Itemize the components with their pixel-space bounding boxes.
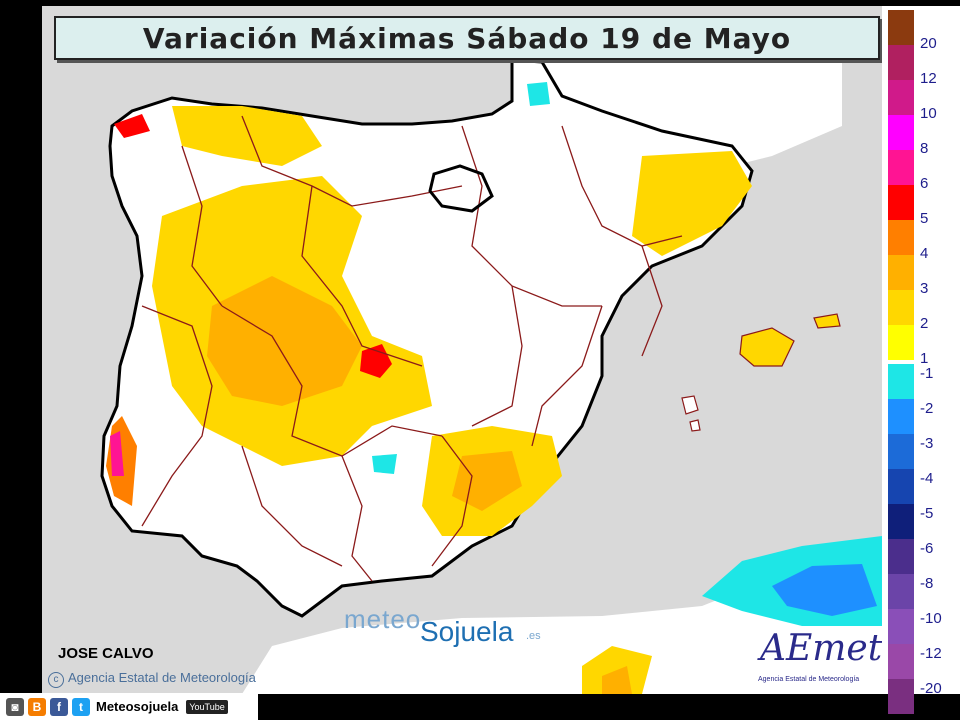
legend-swatch-neg-7 [888, 609, 914, 644]
legend-label-neg-0: -1 [920, 365, 934, 382]
warm-yellow-north [172, 106, 322, 166]
legend-label-neg-7: -10 [920, 610, 942, 627]
formentera [689, 419, 701, 432]
legend-swatch-pos-7 [888, 255, 914, 290]
legend-swatch-neg-3 [888, 469, 914, 504]
legend-label-pos-8: 2 [920, 315, 929, 332]
watermark-suffix: .es [526, 630, 541, 642]
legend-label-pos-1: 12 [920, 70, 937, 87]
legend-swatch-pos-1 [888, 45, 914, 80]
warm-orange-center [207, 276, 362, 406]
legend-swatch-neg-0 [888, 364, 914, 399]
author-credit: JOSE CALVO [58, 645, 154, 662]
legend-label-pos-4: 6 [920, 175, 929, 192]
watermark-meteo: meteo [344, 604, 422, 634]
ibiza [681, 395, 699, 415]
legend-swatch-neg-6 [888, 574, 914, 609]
social-handle[interactable]: Meteosojuela [96, 699, 179, 714]
cold-cyan-north [527, 82, 550, 106]
legend-label-pos-6: 4 [920, 245, 929, 262]
copyright-icon: c [48, 672, 64, 688]
legend-label-pos-0: 20 [920, 35, 937, 52]
legend-swatch-pos-3 [888, 115, 914, 150]
map-title: Variación Máximas Sábado 19 de Mayo [54, 16, 880, 60]
legend-label-pos-2: 10 [920, 105, 937, 122]
sea-cold-core [772, 564, 877, 616]
legend-swatch-pos-9 [888, 325, 914, 360]
iberia-map [100, 58, 882, 694]
map-frame [42, 6, 882, 694]
legend-label-neg-6: -8 [920, 575, 934, 592]
legend-swatch-neg-2 [888, 434, 914, 469]
warm-orange-southeast [452, 451, 522, 511]
legend-swatch-neg-8 [888, 644, 914, 679]
mallorca [739, 327, 795, 367]
legend-swatch-pos-5 [888, 185, 914, 220]
africa-orange [602, 666, 632, 694]
watermark-sojuela: Sojuela [420, 616, 514, 647]
province-borders [141, 115, 683, 582]
legend-label-neg-3: -4 [920, 470, 934, 487]
social-bar: ◙ B f t Meteosojuela YouTube [0, 693, 258, 720]
cold-cyan-center [372, 454, 397, 474]
agency-credit: c Agencia Estatal de Meteorología [48, 670, 256, 688]
aemet-logo: AEmet Agencia Estatal de Meteorología [748, 626, 882, 692]
facebook-icon[interactable]: f [50, 697, 68, 716]
legend-label-neg-2: -3 [920, 435, 934, 452]
legend-swatch-neg-9 [888, 679, 914, 714]
warm-red-galicia [114, 114, 150, 138]
warm-yellow-northeast [632, 151, 752, 256]
legend-swatch-pos-8 [888, 290, 914, 325]
blogger-icon[interactable]: B [28, 697, 46, 716]
meteosojuela-watermark: meteo Sojuela .es [344, 598, 584, 648]
warm-red-spot [360, 344, 392, 378]
africa-land [242, 536, 882, 694]
menorca [813, 313, 841, 329]
aemet-logo-subtitle: Agencia Estatal de Meteorología [758, 676, 860, 683]
france-land [512, 60, 842, 166]
legend-label-neg-9: -20 [920, 680, 942, 697]
legend-label-pos-7: 3 [920, 280, 929, 297]
la-rioja-outline [428, 164, 494, 213]
legend-label-pos-3: 8 [920, 140, 929, 157]
agency-credit-text: Agencia Estatal de Meteorología [68, 670, 256, 685]
youtube-icon[interactable]: YouTube [186, 699, 228, 714]
color-legend: 20 12 10 8 6 5 4 3 2 1 -1 -2 -3 -4 -5 -6 -8 -10 -12 -20 [882, 6, 960, 714]
legend-swatch-neg-5 [888, 539, 914, 574]
instagram-icon[interactable]: ◙ [6, 697, 24, 716]
legend-swatch-pos-0 [888, 10, 914, 45]
legend-label-pos-5: 5 [920, 210, 929, 227]
legend-label-neg-5: -6 [920, 540, 934, 557]
legend-label-neg-1: -2 [920, 400, 934, 417]
aemet-logo-text: AEmet [760, 628, 883, 669]
legend-swatch-pos-6 [888, 220, 914, 255]
twitter-icon[interactable]: t [72, 697, 90, 716]
legend-swatch-pos-4 [888, 150, 914, 185]
legend-label-neg-4: -5 [920, 505, 934, 522]
legend-swatch-pos-2 [888, 80, 914, 115]
warm-pink-coast [110, 431, 124, 476]
legend-label-neg-8: -12 [920, 645, 942, 662]
legend-label-pos-9: 1 [920, 350, 929, 367]
legend-swatch-neg-1 [888, 399, 914, 434]
legend-swatch-neg-4 [888, 504, 914, 539]
